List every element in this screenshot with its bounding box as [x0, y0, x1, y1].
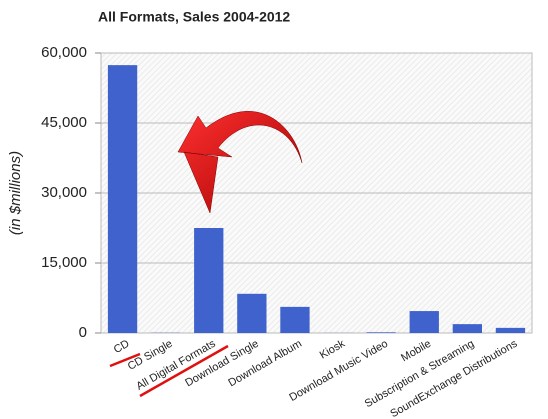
underline-stroke [109, 352, 141, 368]
bar [452, 324, 483, 333]
y-axis-label: (in $millions) [7, 151, 24, 235]
bar [107, 65, 138, 333]
bar [366, 332, 396, 333]
bar [280, 306, 310, 333]
decorative-arrow [177, 111, 303, 214]
y-tick-label: 60,000 [41, 44, 87, 61]
bar [194, 228, 224, 333]
y-tick-label: 15,000 [41, 254, 87, 271]
bar [237, 293, 267, 333]
underline-stroke [139, 344, 229, 398]
x-tick-label: CD [112, 338, 132, 356]
x-tick-label: Download Album [226, 338, 304, 390]
y-tick-label: 30,000 [41, 184, 87, 201]
bar [409, 311, 439, 333]
x-tick-label: Mobile [399, 338, 433, 365]
y-tick-label: 45,000 [41, 114, 87, 131]
y-tick-label: 0 [79, 324, 87, 341]
x-tick-label: Kiosk [318, 337, 348, 361]
chart-title: All Formats, Sales 2004-2012 [98, 9, 290, 25]
bar [495, 327, 526, 333]
